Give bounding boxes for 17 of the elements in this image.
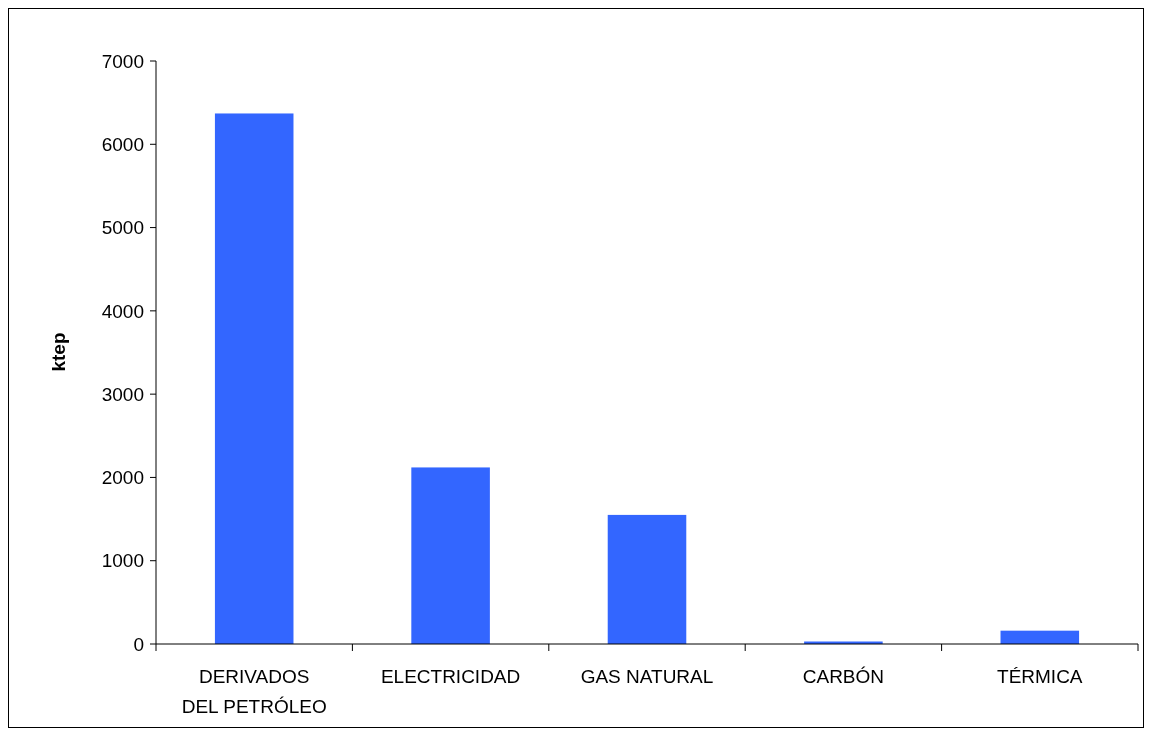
y-tick-label: 1000 [101, 550, 144, 572]
y-axis-title: ktep [48, 332, 69, 372]
x-tick-label: DERIVADOS DEL PETRÓLEO [181, 666, 327, 717]
bar [214, 113, 294, 644]
bar [411, 467, 490, 644]
y-tick-label: 6000 [101, 133, 144, 155]
y-tick-label: 0 [133, 633, 144, 655]
x-tick-label: ELECTRICIDAD [380, 666, 521, 687]
y-tick-label: 5000 [101, 217, 144, 239]
x-tick-label: CARBÓN [802, 666, 885, 687]
y-tick-label: 4000 [101, 300, 144, 322]
bar [607, 514, 687, 644]
x-tick-label: TÉRMICA [997, 666, 1083, 687]
y-tick-label: 3000 [101, 383, 144, 405]
y-tick-label: 2000 [101, 467, 144, 489]
y-tick-label: 7000 [101, 50, 144, 72]
x-tick-label: GAS NATURAL [580, 666, 714, 687]
